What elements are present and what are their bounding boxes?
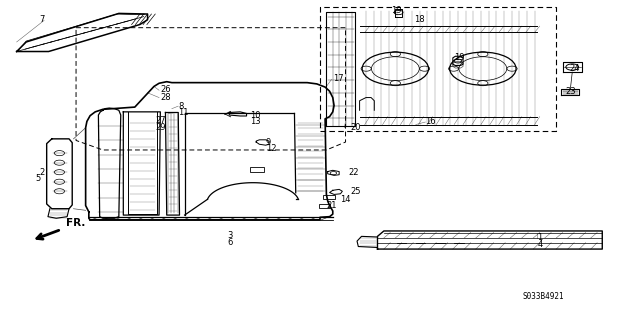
Bar [250,167,264,172]
Bar [319,204,330,208]
Text: 19: 19 [392,6,402,15]
Text: 28: 28 [161,93,171,102]
Text: 21: 21 [326,201,337,210]
Text: 23: 23 [566,87,577,96]
Text: 14: 14 [340,195,351,204]
Text: 25: 25 [351,187,361,196]
Text: 2: 2 [39,168,44,177]
Text: 9: 9 [266,137,271,146]
Text: 27: 27 [156,116,166,125]
Text: 16: 16 [426,117,436,126]
Text: 8: 8 [178,102,184,111]
Text: 13: 13 [250,117,260,126]
Text: 10: 10 [250,111,260,120]
Text: 4: 4 [537,240,542,249]
Text: 6: 6 [227,238,233,247]
Text: 20: 20 [351,123,361,132]
Text: 24: 24 [569,63,580,72]
Text: 1: 1 [537,233,542,242]
Text: 7: 7 [39,15,44,24]
Text: 26: 26 [161,85,171,94]
Text: S033B4921: S033B4921 [523,292,564,301]
Text: 22: 22 [349,168,359,177]
Text: 3: 3 [227,231,233,240]
Text: 18: 18 [415,15,425,24]
Text: FR.: FR. [67,218,86,228]
Text: 12: 12 [266,144,276,153]
Bar [323,195,335,199]
Text: 29: 29 [156,123,166,132]
Text: 17: 17 [333,74,344,83]
Text: 11: 11 [178,108,189,117]
Text: 19: 19 [454,53,465,62]
Text: 5: 5 [36,174,41,183]
